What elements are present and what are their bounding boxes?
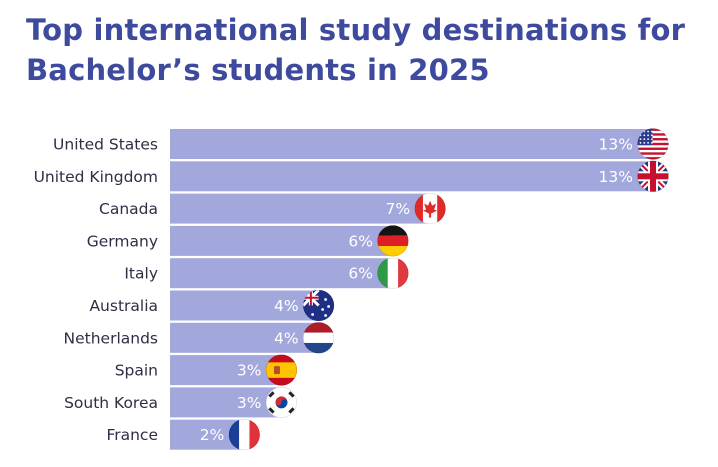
bar-united-kingdom — [170, 161, 653, 192]
value-label-spain: 3% — [237, 362, 262, 380]
bar-united-states — [170, 129, 653, 159]
category-label-australia: Australia — [89, 297, 158, 315]
spain-flag-icon — [265, 354, 297, 386]
bar-canada — [170, 193, 431, 224]
category-label-france: France — [106, 426, 158, 444]
australia-flag-icon — [303, 290, 335, 321]
category-label-united-states: United States — [53, 136, 158, 154]
canada-flag-icon — [414, 193, 446, 225]
bar-germany — [170, 225, 393, 256]
bar-australia — [170, 290, 319, 321]
value-label-united-states: 13% — [599, 136, 633, 154]
category-label-italy: Italy — [124, 265, 158, 283]
bar-south-korea — [170, 387, 282, 418]
bar-spain — [170, 355, 282, 386]
chart-title-line-1: Top international study destinations for — [26, 13, 686, 47]
category-label-united-kingdom: United Kingdom — [34, 168, 158, 186]
us-flag-icon — [637, 128, 669, 160]
value-label-united-kingdom: 13% — [599, 168, 633, 186]
netherlands-flag-icon — [303, 322, 335, 354]
value-label-italy: 6% — [348, 265, 373, 283]
category-label-canada: Canada — [99, 200, 158, 218]
value-label-south-korea: 3% — [237, 394, 262, 412]
uk-flag-icon — [637, 160, 669, 192]
category-label-netherlands: Netherlands — [64, 329, 158, 347]
category-label-south-korea: South Korea — [64, 394, 158, 412]
south-korea-flag-icon — [265, 386, 297, 418]
value-label-france: 2% — [200, 426, 225, 444]
value-label-germany: 6% — [348, 232, 373, 250]
italy-flag-icon — [377, 257, 409, 289]
bar-netherlands — [170, 322, 319, 353]
france-flag-icon — [228, 419, 260, 451]
category-label-germany: Germany — [87, 232, 158, 250]
value-label-australia: 4% — [274, 297, 299, 315]
category-label-spain: Spain — [115, 362, 158, 380]
chart-title-line-2: Bachelor’s students in 2025 — [26, 53, 490, 87]
value-label-canada: 7% — [385, 200, 410, 218]
germany-flag-icon — [377, 225, 409, 257]
value-label-netherlands: 4% — [274, 329, 299, 347]
chart-title: Top international study destinations for… — [26, 10, 706, 90]
bar-italy — [170, 258, 393, 289]
